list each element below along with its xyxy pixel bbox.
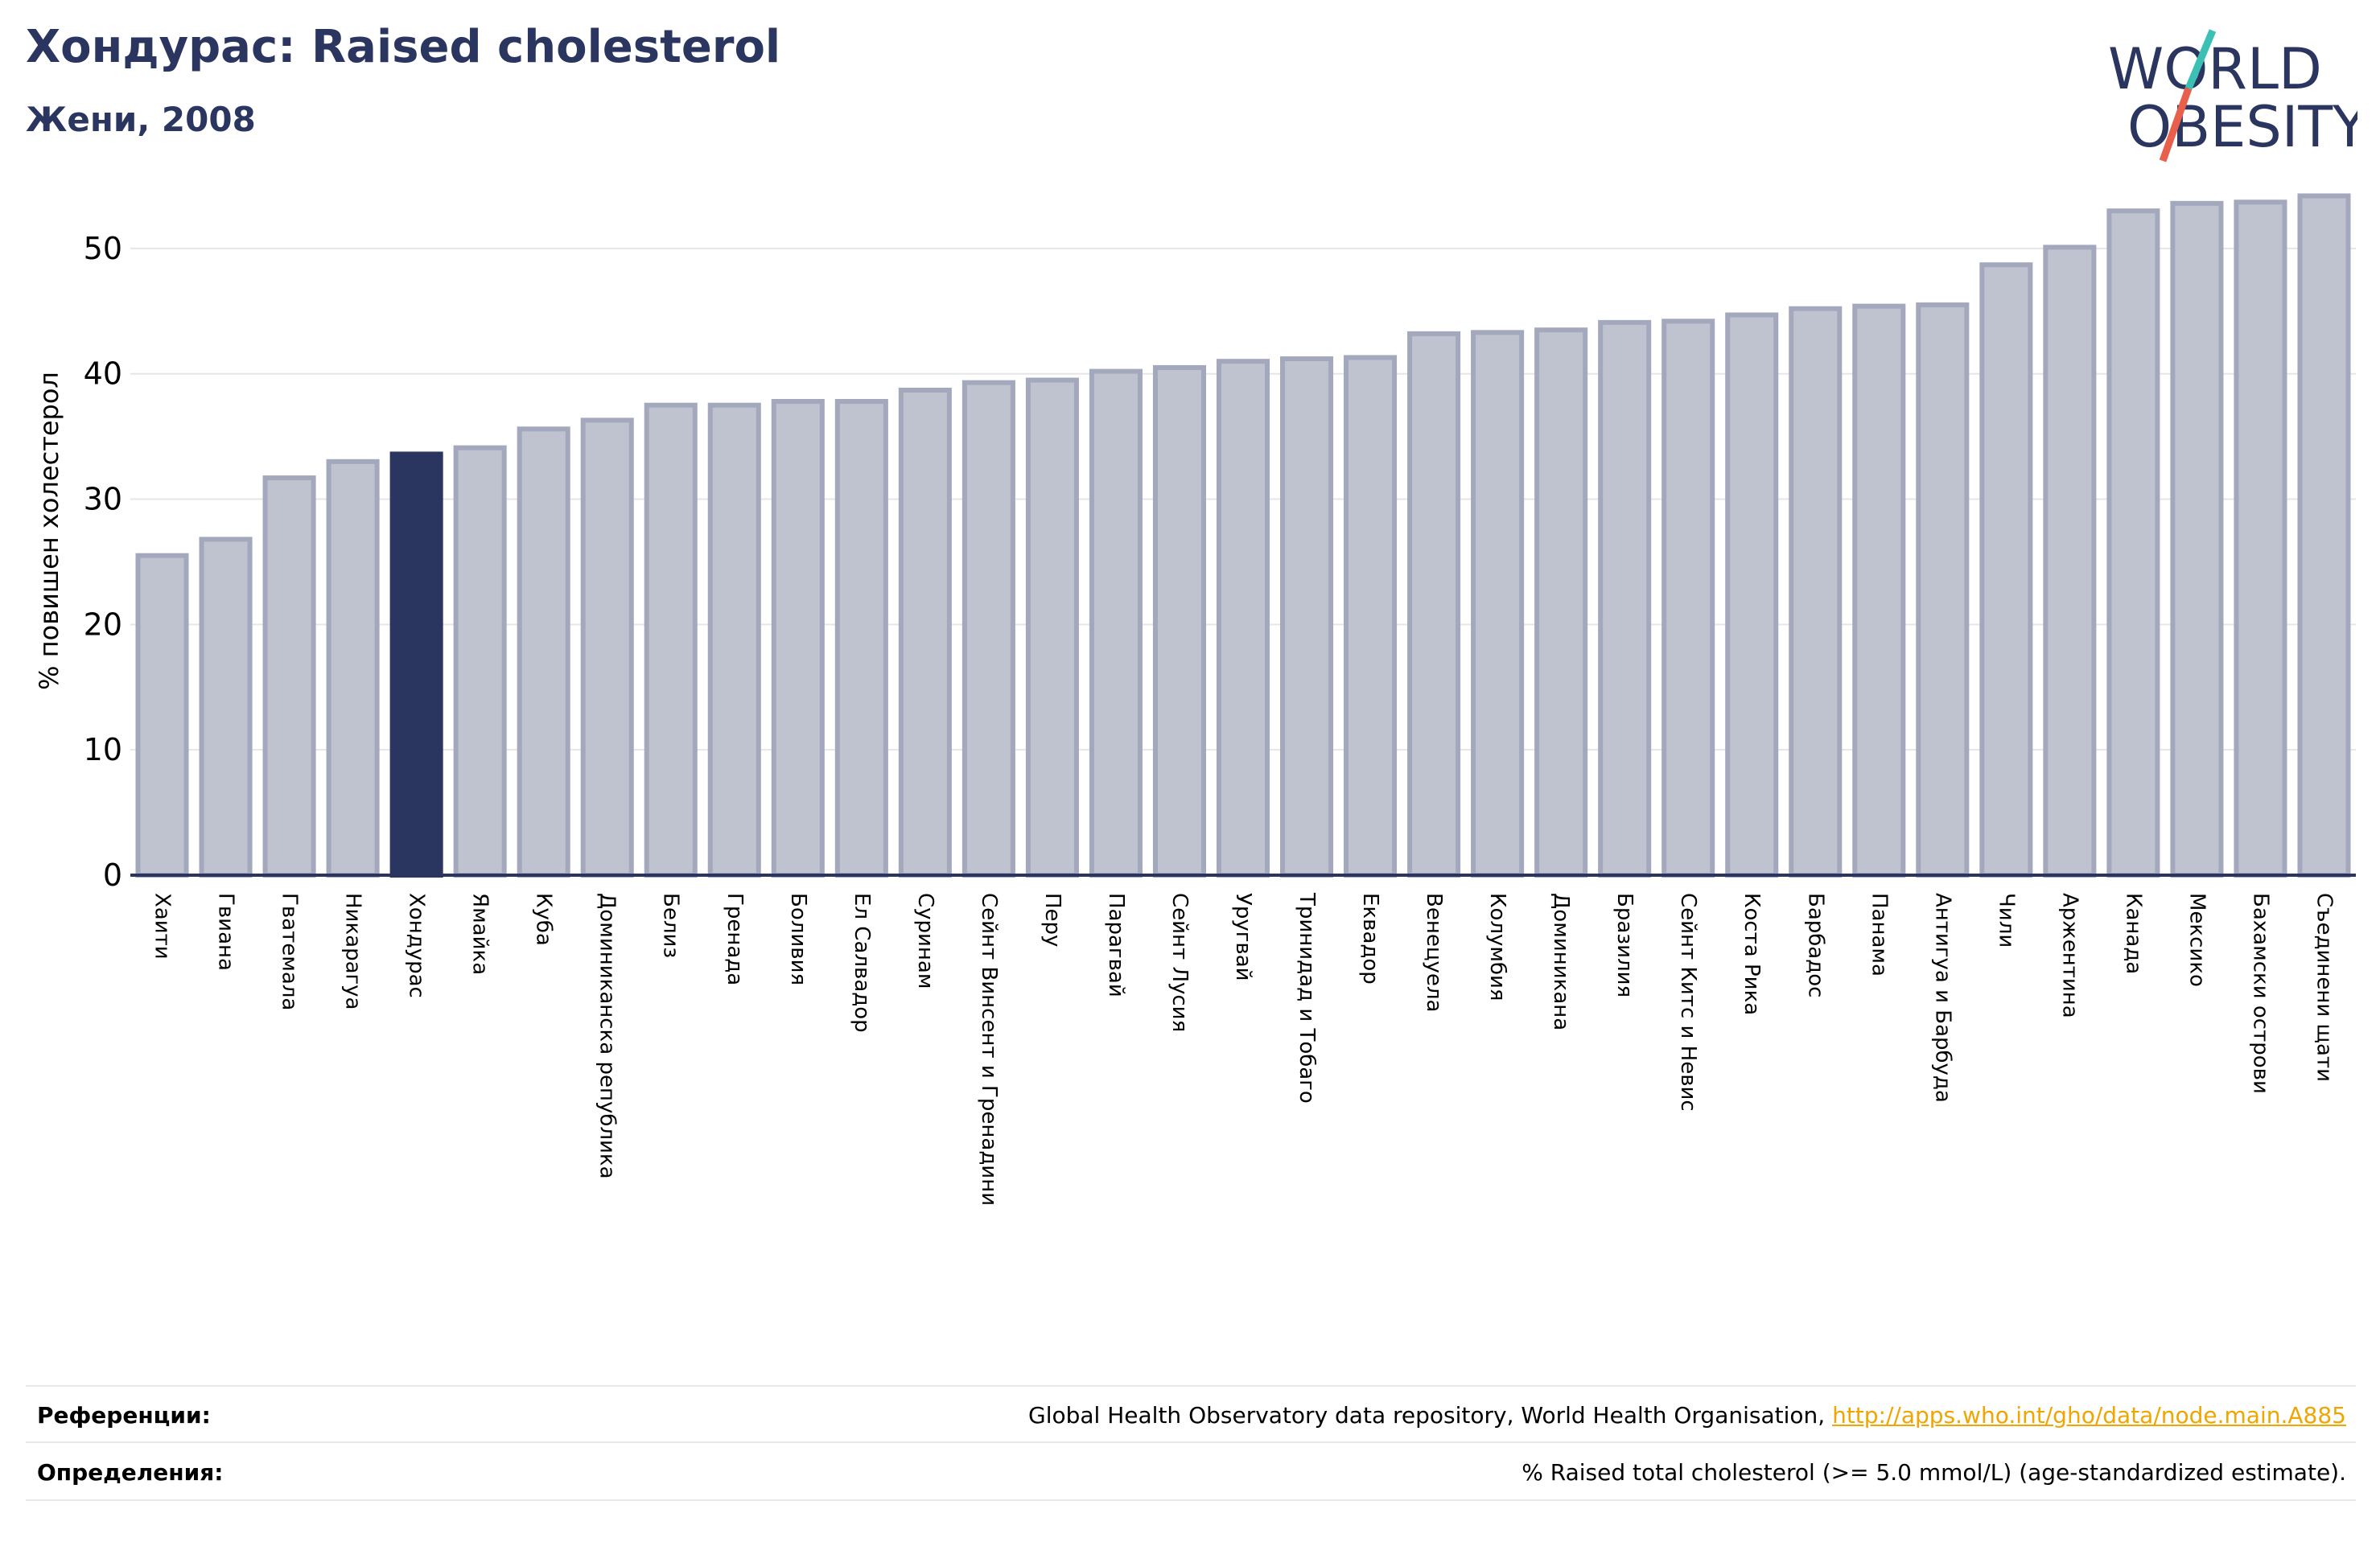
bars xyxy=(135,193,2351,878)
bar xyxy=(1534,327,1588,878)
bar xyxy=(898,387,952,878)
x-tick-label: Коста Рика xyxy=(1740,893,1764,1015)
bar xyxy=(1279,356,1334,878)
bar xyxy=(707,402,761,878)
references-text: Global Health Observatory data repositor… xyxy=(1028,1402,1833,1429)
references-link[interactable]: http://apps.who.int/gho/data/node.main.A… xyxy=(1832,1402,2346,1429)
x-tick-label: Куба xyxy=(532,893,556,946)
logo-line1: WORLD xyxy=(2108,36,2322,102)
x-tick-label: Панама xyxy=(1867,893,1891,977)
x-tick-label: Хаити xyxy=(150,893,175,960)
bar xyxy=(2043,245,2097,878)
bar xyxy=(1916,302,1970,878)
bar xyxy=(834,399,888,878)
x-tick-label: Уругвай xyxy=(1231,893,1255,981)
x-tick-label: Еквадор xyxy=(1358,893,1382,985)
x-tick-label: Никарагуа xyxy=(341,893,365,1010)
bar xyxy=(1216,359,1270,878)
world-obesity-logo: WORLD OBESITY xyxy=(2108,29,2357,162)
x-tick-label: Колумбия xyxy=(1485,893,1509,1001)
y-tick-labels: 0 10 20 30 40 50 xyxy=(84,231,122,893)
x-tick-label: Канада xyxy=(2121,893,2145,974)
x-tick-label: Гвиана xyxy=(214,893,238,971)
page-title: Хондурас: Raised cholesterol xyxy=(26,21,781,73)
y-tick-label: 30 xyxy=(84,482,122,517)
bar xyxy=(2170,200,2224,878)
bar xyxy=(135,553,189,878)
definitions-value: % Raised total cholesterol (>= 5.0 mmol/… xyxy=(1521,1459,2346,1486)
logo-slash-red xyxy=(2159,87,2193,162)
x-tick-label: Парагвай xyxy=(1104,893,1128,997)
bar xyxy=(326,458,380,878)
bar xyxy=(1089,368,1143,878)
references-value: Global Health Observatory data repositor… xyxy=(1028,1402,2346,1429)
x-tick-label: Боливия xyxy=(786,893,810,985)
x-tick-label: Ямайка xyxy=(468,893,492,975)
x-tick-label: Сейнт Китс и Невис xyxy=(1676,893,1700,1112)
x-tick-label: Аржентина xyxy=(2057,893,2081,1018)
bar xyxy=(1471,330,1525,878)
x-tick-label: Антигуа и Барбуда xyxy=(1930,893,1954,1103)
bar-chart: 0 10 20 30 40 50 Хаити Гвиана Гватемала Никарагу… xyxy=(34,193,2356,1206)
y-axis-label: % повишен холестерол xyxy=(34,372,64,690)
x-tick-label: Доминикана xyxy=(1549,893,1573,1030)
bar xyxy=(1407,331,1461,878)
bar xyxy=(2297,193,2351,878)
x-tick-label: Сейнт Лусия xyxy=(1167,893,1192,1032)
bar xyxy=(1789,306,1843,878)
x-tick-label: Хондурас xyxy=(405,893,429,998)
bar xyxy=(1852,303,1906,878)
bar xyxy=(199,537,253,878)
x-tick-label: Барбадос xyxy=(1803,893,1827,997)
x-tick-label: Бразилия xyxy=(1612,893,1637,997)
bar xyxy=(262,475,316,878)
y-tick-label: 10 xyxy=(84,732,122,767)
bar xyxy=(1661,319,1715,878)
bar xyxy=(961,380,1015,878)
bar xyxy=(644,402,698,878)
bar xyxy=(1598,319,1652,878)
y-tick-label: 50 xyxy=(84,231,122,266)
page-subtitle: Жени, 2008 xyxy=(26,100,256,139)
x-tick-label: Сейнт Винсент и Гренадини xyxy=(977,893,1001,1206)
bar xyxy=(2234,199,2287,878)
bar xyxy=(580,417,634,878)
bar xyxy=(771,399,825,878)
x-tick-label: Перу xyxy=(1040,893,1064,947)
logo-slash-teal xyxy=(2184,29,2217,90)
bar xyxy=(1344,355,1398,878)
x-tick-label: Съединени щати xyxy=(2312,893,2336,1082)
x-tick-label: Доминиканска република xyxy=(595,893,620,1179)
x-tick-label: Гватемала xyxy=(278,893,302,1010)
y-tick-label: 40 xyxy=(84,356,122,392)
x-tick-label: Белиз xyxy=(659,893,683,958)
x-tick-label: Мексико xyxy=(2184,893,2209,987)
footer-divider-bottom xyxy=(26,1499,2356,1501)
bar xyxy=(1979,262,2033,878)
x-tick-label: Тринидад и Тобаго xyxy=(1295,892,1319,1104)
definitions-label: Определения: xyxy=(37,1459,224,1486)
x-tick-label: Гренада xyxy=(723,893,747,985)
bar xyxy=(517,426,570,878)
x-tick-label: Ел Салвадор xyxy=(850,893,874,1033)
bar xyxy=(1025,377,1079,878)
x-tick-label: Венецуела xyxy=(1422,893,1446,1012)
bar xyxy=(1725,312,1779,878)
references-label: Референции: xyxy=(37,1402,211,1429)
x-tick-labels: Хаити Гвиана Гватемала Никарагуа Хондурас Яма… xyxy=(150,892,2337,1206)
x-tick-label: Бахамски острови xyxy=(2248,893,2272,1094)
footer-divider-middle xyxy=(26,1441,2356,1443)
footer-divider-top xyxy=(26,1385,2356,1387)
x-tick-label: Суринам xyxy=(913,893,937,989)
bar xyxy=(1152,364,1207,878)
bar xyxy=(2106,208,2160,878)
bar-highlight xyxy=(389,451,443,878)
x-tick-label: Чили xyxy=(1994,893,2018,948)
bar xyxy=(453,445,507,878)
y-tick-label: 20 xyxy=(84,607,122,642)
y-tick-label: 0 xyxy=(103,857,122,893)
